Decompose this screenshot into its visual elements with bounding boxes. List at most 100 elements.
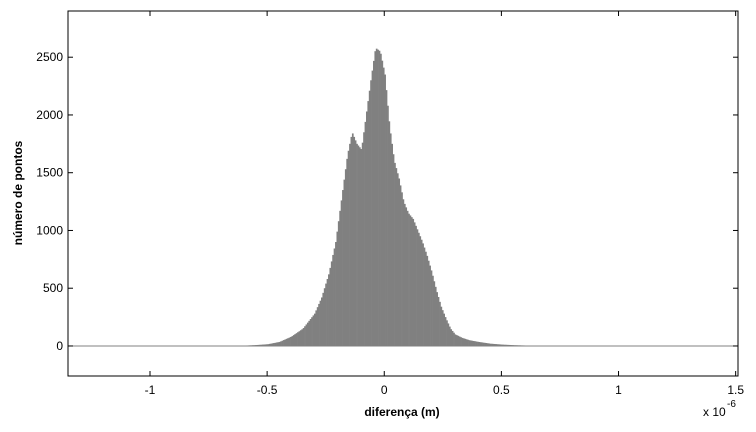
histogram-bar-38: [297, 332, 299, 346]
histogram-bar-170: [482, 342, 485, 346]
histogram-bar-34: [291, 336, 294, 346]
y-axis-ticks: 0 500 1000 1500 2000 2500: [36, 50, 738, 353]
histogram-bar-20: [271, 343, 274, 346]
histogram-bar-104: [389, 133, 392, 346]
histogram-bar-143: [444, 317, 447, 346]
histogram-bar-75: [349, 143, 351, 346]
histogram-bar-97: [380, 53, 382, 346]
histogram-bar-46: [308, 320, 311, 346]
histogram-bar-55: [321, 297, 323, 346]
histogram-bar-69: [340, 200, 343, 346]
histogram-bar-169: [481, 342, 483, 346]
histogram-bar-150: [454, 334, 457, 346]
histogram-bar-153: [458, 336, 461, 346]
histogram-bar-114: [403, 203, 406, 346]
histogram-bar-110: [398, 178, 401, 346]
histogram-bar-180: [496, 344, 499, 346]
histogram-bar-68: [339, 210, 341, 346]
histogram-bar-94: [375, 48, 378, 346]
histogram-bar-186: [505, 344, 507, 346]
histogram-bar-98: [381, 60, 384, 346]
histogram-bar-177: [492, 343, 495, 346]
histogram-bar-81: [357, 145, 360, 346]
histogram-bar-124: [417, 232, 420, 346]
histogram-bar-31: [287, 338, 289, 346]
histogram-bar-171: [484, 342, 486, 346]
histogram-bar-50: [313, 313, 316, 346]
histogram-bar-162: [471, 340, 474, 346]
histogram-bar-71: [343, 179, 346, 346]
histogram-bar-11: [259, 344, 261, 346]
histogram-bar-173: [486, 343, 489, 346]
histogram-bar-72: [344, 169, 347, 346]
histogram-bar-129: [425, 251, 427, 346]
histogram-bar-179: [495, 344, 498, 346]
y-tick-label: 2000: [36, 108, 63, 122]
histogram-bar-126: [420, 239, 423, 346]
histogram-bar-164: [474, 341, 476, 346]
histogram-bar-139: [439, 301, 441, 346]
histogram-bar-176: [491, 343, 493, 346]
x-tick-label: -1: [145, 383, 156, 397]
histogram-bar-43: [304, 326, 306, 346]
histogram-bar-64: [333, 248, 336, 346]
histogram-bar-60: [328, 274, 330, 346]
histogram-bar-161: [470, 340, 472, 346]
y-tick-label: 500: [43, 281, 63, 295]
histogram-bar-40: [299, 330, 302, 346]
histogram-bar-136: [434, 286, 437, 346]
histogram-bar-95: [377, 49, 379, 346]
histogram-bar-45: [306, 322, 309, 346]
histogram-bar-113: [402, 199, 405, 346]
histogram-bar-53: [318, 303, 320, 346]
histogram-bar-29: [284, 339, 287, 346]
histogram-bar-137: [436, 292, 438, 346]
y-tick-label: 2500: [36, 50, 63, 64]
histogram-bar-59: [326, 278, 329, 346]
histogram-bar-52: [316, 307, 319, 346]
histogram-bar-132: [429, 265, 431, 346]
histogram-bar-16: [266, 344, 268, 346]
histogram-bar-135: [433, 281, 436, 346]
histogram-bar-85: [363, 132, 365, 346]
histogram-bar-145: [447, 323, 450, 346]
histogram-bar-112: [401, 192, 403, 346]
histogram-bar-105: [391, 143, 393, 346]
histogram-bar-39: [298, 331, 301, 346]
histogram-bar-54: [319, 300, 322, 346]
histogram-bar-100: [384, 74, 386, 346]
histogram-bar-127: [422, 243, 424, 346]
histogram-bar-108: [395, 168, 398, 346]
histogram-bar-116: [406, 210, 409, 346]
histogram-bar-147: [450, 329, 453, 346]
histogram-bar-125: [419, 236, 422, 346]
histogram-bar-15: [264, 344, 267, 346]
histogram-bar-48: [311, 317, 313, 346]
histogram-bar-172: [485, 343, 488, 346]
histogram-bar-101: [385, 90, 388, 346]
x-axis-multiplier: x 10: [703, 405, 726, 419]
histogram-bar-140: [440, 306, 443, 346]
histogram-bar-23: [276, 342, 278, 346]
histogram-bar-77: [351, 133, 354, 346]
histogram-bar-181: [498, 344, 500, 346]
histogram-bar-19: [270, 343, 273, 346]
histogram-bar-41: [301, 329, 304, 346]
histogram-bar-138: [437, 296, 440, 346]
histogram-bar-61: [329, 267, 332, 346]
histogram-bar-37: [295, 333, 298, 346]
x-axis-ticks: -1 -0.5 0 0.5 1 1.5: [145, 11, 744, 397]
histogram-bar-168: [479, 342, 482, 346]
histogram-bar-21: [273, 343, 275, 346]
histogram-bar-90: [370, 80, 372, 346]
histogram-bar-93: [374, 51, 377, 346]
histogram-bar-158: [465, 339, 468, 346]
histogram-bar-70: [342, 190, 344, 346]
histogram-bar-92: [373, 60, 375, 346]
histogram-bar-86: [364, 121, 367, 346]
histogram-bar-163: [472, 340, 475, 346]
histogram-bar-30: [285, 338, 288, 346]
histogram-bar-74: [347, 150, 350, 346]
histogram-bar-76: [350, 136, 353, 346]
histogram-bar-44: [305, 324, 308, 346]
